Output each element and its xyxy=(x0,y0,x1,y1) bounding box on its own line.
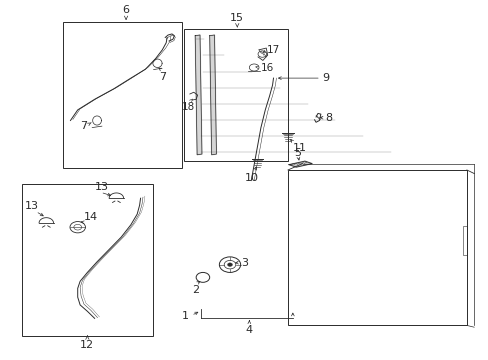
Text: 13: 13 xyxy=(95,182,108,192)
Polygon shape xyxy=(195,35,202,155)
Bar xyxy=(63,22,181,168)
Bar xyxy=(183,29,287,161)
Text: 3: 3 xyxy=(241,257,247,267)
Text: 6: 6 xyxy=(122,5,129,15)
Text: 12: 12 xyxy=(80,339,94,350)
Text: 16: 16 xyxy=(260,63,273,72)
Text: 18: 18 xyxy=(182,102,195,112)
Text: 7: 7 xyxy=(80,121,87,131)
Polygon shape xyxy=(209,35,216,155)
Text: 5: 5 xyxy=(294,148,301,158)
Text: 8: 8 xyxy=(325,113,332,123)
Text: 1: 1 xyxy=(182,311,188,320)
Text: 2: 2 xyxy=(192,285,199,295)
Text: 14: 14 xyxy=(84,212,98,222)
Text: 4: 4 xyxy=(245,325,252,335)
Text: 17: 17 xyxy=(266,45,280,55)
Bar xyxy=(287,170,466,325)
Text: 11: 11 xyxy=(292,144,306,153)
Bar xyxy=(462,226,466,255)
Text: 10: 10 xyxy=(244,174,258,184)
Bar xyxy=(22,184,152,336)
Text: 13: 13 xyxy=(25,201,39,211)
Polygon shape xyxy=(288,161,311,167)
Circle shape xyxy=(227,263,232,266)
Text: 15: 15 xyxy=(230,13,244,23)
Text: 7: 7 xyxy=(159,72,165,82)
Text: 9: 9 xyxy=(321,73,328,83)
